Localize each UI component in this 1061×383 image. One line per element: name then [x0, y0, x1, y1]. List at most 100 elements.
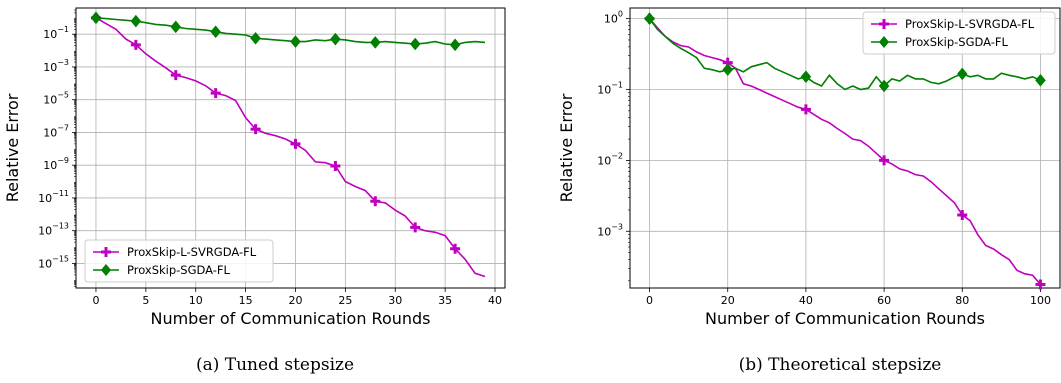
- y-tick-label: 10−13: [38, 222, 69, 238]
- data-point-diamond: [250, 31, 261, 45]
- y-axis-label: Relative Error: [557, 93, 576, 202]
- data-point-diamond: [1035, 73, 1046, 87]
- y-tick-base: 10: [597, 225, 611, 238]
- data-point-plus: [800, 104, 811, 115]
- y-tick-exponent: −7: [57, 123, 69, 132]
- data-point-diamond: [644, 12, 655, 26]
- x-tick-label: 60: [877, 294, 891, 307]
- y-tick-label: 10−11: [38, 189, 69, 205]
- chart-panel-0: 0 5 10 15 20 25 30 35 4010−110−310−510−710−910−1…: [3, 7, 506, 375]
- y-tick-exponent: −1: [57, 25, 69, 34]
- data-point-plus: [957, 209, 968, 220]
- series-line-1: [648, 18, 1041, 91]
- y-tick-base: 10: [597, 154, 611, 167]
- series-line-0: [648, 18, 1042, 286]
- axes-frame: [629, 7, 1061, 289]
- x-tick-label: 40: [488, 294, 502, 307]
- x-tick-label: 30: [388, 294, 402, 307]
- y-tick-base: 10: [43, 94, 57, 107]
- y-tick-base: 10: [43, 61, 57, 74]
- y-tick-label: 10−15: [38, 254, 69, 270]
- y-tick-label: 10−3: [597, 222, 623, 238]
- y-tick-exponent: −11: [52, 189, 69, 198]
- series-line-1: [95, 17, 486, 46]
- y-axis-label: Relative Error: [3, 93, 22, 202]
- data-point-diamond: [210, 25, 221, 39]
- data-point-diamond: [409, 37, 421, 51]
- y-tick-exponent: −2: [611, 151, 623, 160]
- y-tick-label: 100: [604, 10, 623, 26]
- data-point-diamond: [170, 20, 182, 34]
- x-tick-label: 5: [142, 294, 149, 307]
- y-tick-label: 10−9: [43, 156, 69, 172]
- data-point-diamond: [722, 63, 734, 77]
- y-tick-label: 10−1: [43, 25, 69, 41]
- y-tick-base: 10: [38, 225, 52, 238]
- data-point-plus: [130, 39, 141, 50]
- data-point-plus: [290, 138, 301, 149]
- x-tick-label: 25: [338, 294, 352, 307]
- x-tick-label: 40: [799, 294, 813, 307]
- data-point-diamond: [449, 38, 461, 52]
- y-tick-base: 10: [597, 84, 611, 97]
- legend-marker-plus: [879, 19, 889, 29]
- y-tick-base: 10: [43, 159, 57, 172]
- series-line-0: [95, 17, 486, 278]
- y-tick-exponent: −15: [52, 254, 69, 263]
- data-point-diamond: [330, 32, 341, 46]
- y-tick-exponent: 0: [618, 10, 623, 19]
- axes-frame: [75, 7, 506, 289]
- legend-marker-diamond: [879, 36, 889, 48]
- x-axis-label: Number of Communication Rounds: [150, 309, 430, 328]
- y-tick-base: 10: [43, 126, 57, 139]
- y-tick-label: 10−5: [43, 91, 69, 107]
- data-point-diamond: [90, 11, 102, 25]
- data-point-plus: [450, 243, 461, 254]
- x-tick-label: 20: [721, 294, 735, 307]
- x-tick-label: 80: [955, 294, 969, 307]
- data-point-plus: [170, 70, 181, 81]
- x-tick-label: 15: [239, 294, 253, 307]
- y-tick-label: 10−1: [597, 81, 623, 97]
- data-point-plus: [722, 57, 733, 68]
- x-tick-label: 35: [438, 294, 452, 307]
- data-point-plus: [370, 196, 381, 207]
- y-tick-base: 10: [38, 257, 52, 270]
- data-point-plus: [250, 124, 261, 135]
- legend-label: ProxSkip-L-SVRGDA-FL: [905, 17, 1035, 31]
- y-tick-base: 10: [38, 192, 52, 205]
- y-tick-label: 10−3: [43, 58, 69, 74]
- y-tick-base: 10: [604, 13, 618, 26]
- data-point-plus: [410, 222, 421, 233]
- legend-marker-diamond: [101, 264, 111, 276]
- legend-label: ProxSkip-SGDA-FL: [905, 35, 1009, 49]
- y-tick-exponent: −13: [52, 222, 69, 231]
- legend: ProxSkip-L-SVRGDA-FL ProxSkip-SGDA-FL: [84, 239, 274, 283]
- x-tick-label: 0: [92, 294, 99, 307]
- figure-caption: (a) Tuned stepsize: [196, 355, 354, 375]
- legend-label: ProxSkip-SGDA-FL: [127, 263, 231, 277]
- data-point-diamond: [800, 70, 812, 84]
- legend-marker-plus: [101, 247, 111, 257]
- figure-caption: (b) Theoretical stepsize: [739, 355, 942, 375]
- x-axis-label: Number of Communication Rounds: [705, 309, 985, 328]
- y-tick-exponent: −3: [611, 222, 623, 231]
- data-point-plus: [879, 155, 890, 166]
- y-tick-exponent: −5: [57, 91, 69, 100]
- data-point-diamond: [878, 79, 890, 93]
- data-point-plus: [330, 161, 341, 172]
- y-tick-base: 10: [43, 28, 57, 41]
- legend: ProxSkip-L-SVRGDA-FL ProxSkip-SGDA-FL: [862, 11, 1056, 55]
- y-tick-exponent: −3: [57, 58, 69, 67]
- y-tick-exponent: −1: [611, 81, 623, 90]
- legend-box: [84, 239, 274, 283]
- data-point-diamond: [369, 35, 381, 49]
- x-tick-label: 10: [189, 294, 203, 307]
- legend-label: ProxSkip-L-SVRGDA-FL: [127, 245, 257, 259]
- data-point-diamond: [130, 14, 142, 28]
- data-point-diamond: [956, 67, 968, 81]
- y-tick-label: 10−7: [43, 123, 69, 139]
- x-tick-label: 100: [1030, 294, 1051, 307]
- data-point-diamond: [290, 35, 301, 48]
